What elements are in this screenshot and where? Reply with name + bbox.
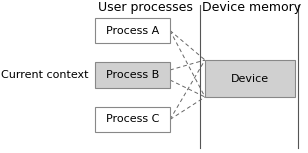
Text: Process B: Process B (106, 70, 159, 80)
Bar (95, 18, 170, 43)
Bar (95, 62, 170, 88)
Text: Current context: Current context (1, 70, 89, 80)
Text: User processes: User processes (98, 2, 192, 15)
Text: Device: Device (231, 73, 269, 84)
Bar (205, 60, 295, 97)
Text: Process A: Process A (106, 26, 159, 35)
Text: Process C: Process C (106, 114, 159, 125)
Text: Device memory: Device memory (202, 2, 302, 15)
Bar (95, 107, 170, 132)
